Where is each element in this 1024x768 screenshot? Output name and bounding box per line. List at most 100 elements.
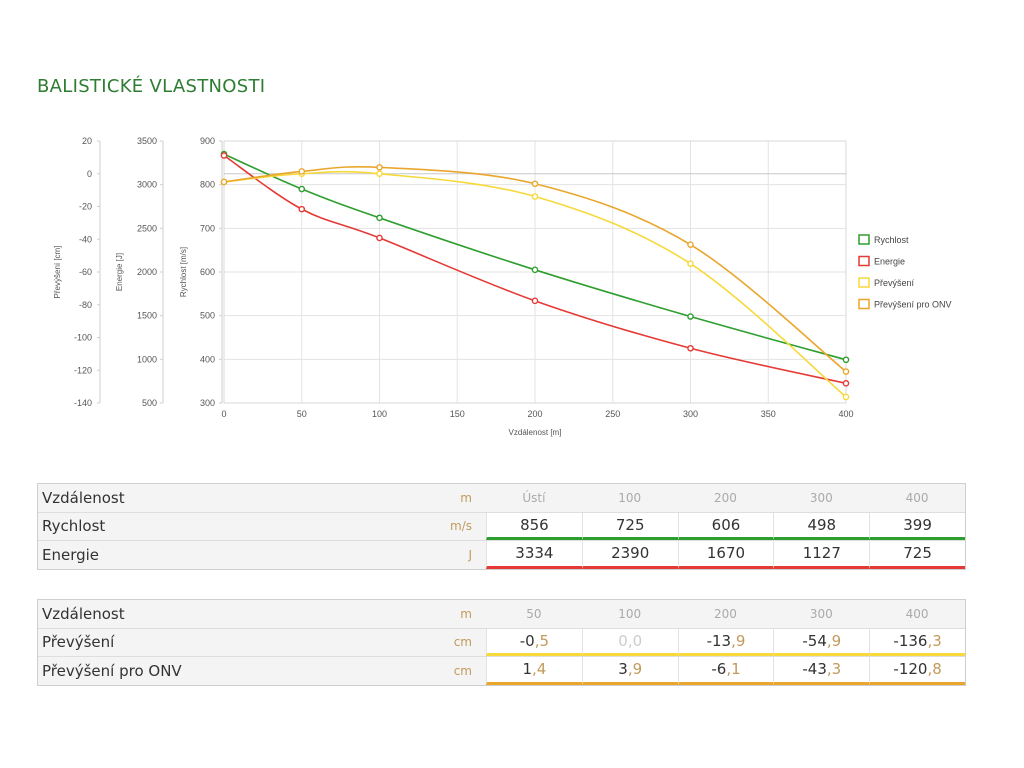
value-integer: -54 — [802, 631, 827, 650]
table-row: Rychlost m/s 856 725 606 498 399 — [38, 512, 965, 541]
legend-label: Převýšení — [874, 278, 915, 288]
x-tick-label: 250 — [605, 409, 620, 419]
row-unit: m — [460, 606, 472, 621]
table-cell: -120,8 — [869, 657, 965, 685]
table-cell: 725 — [869, 541, 965, 569]
row-unit: cm — [453, 635, 472, 650]
row-label: Převýšení — [42, 633, 115, 652]
legend-swatch — [858, 277, 870, 288]
chart-legend: Rychlost Energie Převýšení Převýšení pro ON… — [858, 234, 952, 310]
table-cell: 1,4 — [486, 657, 582, 685]
x-axis-label: Vzdálenost [m] — [509, 428, 562, 437]
table-cell: 606 — [677, 512, 774, 540]
value-decimal: ,3 — [927, 631, 942, 650]
x-tick-label: 400 — [838, 409, 853, 419]
data-point — [376, 164, 383, 171]
table-cell: -136,3 — [869, 628, 965, 656]
data-point — [376, 170, 383, 178]
x-tick-label: 150 — [450, 409, 465, 419]
table-row: Převýšení pro ONV cm 1,4 3,9 -6,1 -43,3 -120,8 — [38, 657, 965, 685]
value-integer: 1 — [522, 660, 533, 679]
legend-swatch — [858, 255, 870, 267]
drop-table: Vzdálenost m 50 100 200 300 400 Převýšení cm -0,5… — [37, 599, 966, 686]
legend-label: Převýšení pro ONV — [874, 300, 952, 310]
page-title: BALISTICKÉ VLASTNOSTI — [37, 76, 266, 97]
y-axis-title-p: Převýšení [cm] — [53, 246, 62, 299]
value-decimal: ,4 — [532, 660, 547, 679]
y-tick-label-p: -140 — [74, 398, 92, 408]
series-3 — [220, 164, 850, 375]
value-integer: -43 — [802, 660, 827, 679]
y-axis-title-v: Rychlost [m/s] — [179, 247, 188, 297]
data-point — [298, 168, 306, 175]
legend-label: Energie — [874, 257, 905, 267]
legend-label: Rychlost — [874, 235, 909, 245]
y-tick-label-p: -60 — [79, 267, 92, 277]
table-cell: 100 — [618, 606, 642, 621]
table-cell: -13,9 — [677, 628, 774, 656]
row-unit: m — [460, 490, 472, 505]
value-decimal: ,0 — [627, 631, 643, 650]
value-integer: -120 — [893, 660, 928, 679]
data-point — [842, 356, 850, 364]
y-tick-label-e: 3500 — [137, 136, 157, 146]
x-tick-label: 350 — [761, 409, 776, 419]
table-cell: 1670 — [677, 541, 774, 569]
x-tick-label: 300 — [683, 409, 698, 419]
value-decimal: ,1 — [726, 660, 741, 679]
data-point — [687, 344, 694, 352]
table-cell: -0,5 — [486, 628, 582, 656]
data-point — [687, 260, 694, 267]
x-tick-label: 50 — [297, 409, 307, 419]
value-decimal: ,8 — [927, 660, 942, 679]
x-tick-label: 200 — [527, 409, 542, 419]
data-point — [376, 234, 383, 242]
table-cell: 200 — [714, 606, 737, 621]
row-label: Převýšení pro ONV — [42, 661, 182, 680]
y-tick-label-v: 900 — [200, 136, 215, 146]
y-tick-label-e: 500 — [142, 398, 157, 408]
legend-swatch — [858, 234, 870, 245]
table-cell: 200 — [714, 490, 737, 505]
table-cell: 856 — [486, 512, 582, 540]
y-tick-label-e: 3000 — [137, 180, 157, 190]
data-point — [842, 393, 850, 401]
y-tick-label-p: -100 — [74, 333, 92, 343]
y-axis-title-e: Energie [J] — [115, 253, 124, 291]
row-label: Vzdálenost — [42, 488, 125, 507]
data-point — [842, 368, 850, 375]
data-point — [531, 266, 539, 274]
table-cell: 400 — [905, 606, 929, 621]
y-tick-label-v: 500 — [200, 311, 215, 321]
x-tick-label: 0 — [221, 409, 226, 419]
y-tick-label-e: 1500 — [137, 311, 157, 321]
table-cell: 3,9 — [581, 657, 678, 685]
table-cell: 300 — [809, 490, 833, 505]
plot-frame — [223, 140, 847, 404]
y-tick-label-p: -40 — [79, 234, 92, 244]
row-unit: J — [468, 547, 472, 562]
data-point — [298, 185, 306, 193]
chart-series — [220, 150, 850, 401]
table-cell: 50 — [526, 606, 542, 621]
row-unit: cm — [453, 663, 472, 678]
y-tick-label-p: -120 — [74, 365, 92, 375]
value-decimal: ,5 — [534, 631, 550, 650]
y-tick-label-p: 0 — [87, 169, 92, 179]
row-label: Rychlost — [42, 517, 106, 536]
data-point — [531, 297, 539, 305]
table-cell: 725 — [581, 512, 678, 540]
y-tick-label-p: 20 — [82, 136, 92, 146]
table-cell: 300 — [809, 606, 833, 621]
y-tick-label-v: 700 — [200, 223, 215, 233]
velocity-energy-table: Vzdálenost m Ústí 100 200 300 400 Rychlost m/s 85… — [37, 483, 966, 570]
data-point — [220, 178, 228, 186]
data-point — [531, 193, 539, 200]
table-cell: 498 — [773, 512, 870, 540]
value-decimal: ,3 — [826, 660, 842, 679]
value-integer: -0 — [519, 631, 535, 650]
table-cell: 400 — [905, 490, 929, 505]
y-tick-label-p: -20 — [79, 202, 92, 212]
